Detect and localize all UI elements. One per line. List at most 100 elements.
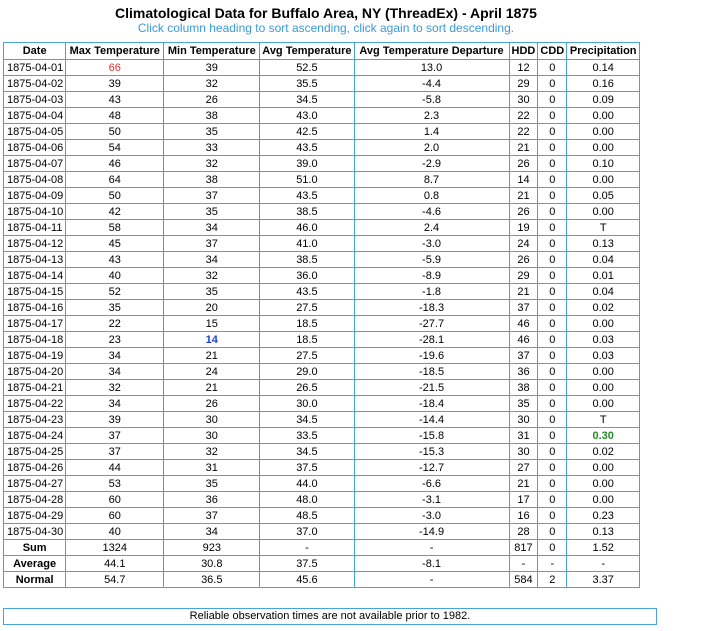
date-cell: 1875-04-11 (2, 219, 67, 236)
departure-cell: 13.0 (353, 59, 510, 76)
hdd-cell: 28 (508, 523, 539, 540)
column-header-avg-temperature-departure[interactable]: Avg Temperature Departure (353, 42, 510, 60)
max-temperature-cell: 58 (65, 219, 165, 236)
avg-temperature-cell: 37.0 (259, 523, 355, 540)
cdd-cell: 0 (537, 379, 568, 396)
departure-cell: -15.8 (353, 427, 510, 444)
min-temperature-cell: 36.5 (163, 571, 261, 588)
min-temperature-cell: 35 (163, 283, 261, 300)
avg-temperature-cell: 38.5 (259, 203, 355, 220)
min-temperature-cell: 37 (163, 507, 261, 524)
table-row: 1875-04-19 34 21 27.5 -19.6 37 0 0.03 (2, 347, 641, 364)
date-cell: 1875-04-05 (2, 123, 67, 140)
departure-cell: 1.4 (353, 123, 510, 140)
column-header-date[interactable]: Date (2, 42, 67, 60)
avg-temperature-cell: 46.0 (259, 219, 355, 236)
cdd-cell: 0 (537, 219, 568, 236)
table-row: 1875-04-28 60 36 48.0 -3.1 17 0 0.00 (2, 491, 641, 508)
cdd-cell: 0 (537, 107, 568, 124)
max-temperature-cell: 22 (65, 315, 165, 332)
table-row: 1875-04-18 23 14 18.5 -28.1 46 0 0.03 (2, 331, 641, 348)
departure-cell: -15.3 (353, 443, 510, 460)
max-temperature-cell: 37 (65, 427, 165, 444)
hdd-cell: 29 (508, 267, 539, 284)
max-temperature-cell: 48 (65, 107, 165, 124)
cdd-cell: - (537, 555, 568, 572)
max-temperature-cell: 50 (65, 123, 165, 140)
departure-cell: -18.4 (353, 395, 510, 412)
max-temperature-cell: 43 (65, 251, 165, 268)
precipitation-cell: 0.01 (566, 267, 641, 284)
departure-cell: -4.6 (353, 203, 510, 220)
precipitation-cell: T (566, 219, 641, 236)
table-row: 1875-04-04 48 38 43.0 2.3 22 0 0.00 (2, 107, 641, 124)
date-cell: 1875-04-26 (2, 459, 67, 476)
max-temperature-cell: 39 (65, 411, 165, 428)
table-row: 1875-04-11 58 34 46.0 2.4 19 0 T (2, 219, 641, 236)
table-row: 1875-04-23 39 30 34.5 -14.4 30 0 T (2, 411, 641, 428)
departure-cell: -4.4 (353, 75, 510, 92)
table-row: 1875-04-06 54 33 43.5 2.0 21 0 0.00 (2, 139, 641, 156)
date-cell: 1875-04-13 (2, 251, 67, 268)
summary-row-sum: Sum 1324 923- -817 0 1.52 (2, 539, 641, 556)
departure-cell: 2.3 (353, 107, 510, 124)
column-header-hdd[interactable]: HDD (508, 42, 539, 60)
precipitation-cell: 1.52 (566, 539, 641, 556)
max-temperature-cell: 34 (65, 363, 165, 380)
precipitation-cell: 0.13 (566, 523, 641, 540)
table-row: 1875-04-05 50 35 42.5 1.4 22 0 0.00 (2, 123, 641, 140)
cdd-cell: 0 (537, 395, 568, 412)
table-row: 1875-04-03 43 26 34.5 -5.8 30 0 0.09 (2, 91, 641, 108)
avg-temperature-cell: 29.0 (259, 363, 355, 380)
min-temperature-cell: 38 (163, 107, 261, 124)
min-temperature-cell: 30.8 (163, 555, 261, 572)
min-temperature-cell: 32 (163, 267, 261, 284)
min-temperature-cell: 35 (163, 123, 261, 140)
precipitation-cell: 0.04 (566, 251, 641, 268)
date-cell: 1875-04-06 (2, 139, 67, 156)
column-header-max-temperature[interactable]: Max Temperature (65, 42, 165, 60)
precipitation-cell: 0.23 (566, 507, 641, 524)
precipitation-cell: 0.13 (566, 235, 641, 252)
avg-temperature-cell: 45.6 (259, 571, 355, 588)
hdd-cell: 12 (508, 59, 539, 76)
date-cell: 1875-04-10 (2, 203, 67, 220)
hdd-cell: 30 (508, 91, 539, 108)
avg-temperature-cell: 42.5 (259, 123, 355, 140)
departure-cell: -18.5 (353, 363, 510, 380)
table-row: 1875-04-21 32 21 26.5 -21.5 38 0 0.00 (2, 379, 641, 396)
max-temperature-cell: 53 (65, 475, 165, 492)
hdd-cell: 19 (508, 219, 539, 236)
max-temperature-cell: 23 (65, 331, 165, 348)
avg-temperature-cell: 27.5 (259, 347, 355, 364)
sort-hint: Click column heading to sort ascending, … (137, 21, 515, 35)
summary-label: Sum (2, 539, 67, 556)
hdd-cell: 14 (508, 171, 539, 188)
departure-cell: 2.0 (353, 139, 510, 156)
avg-temperature-cell: 52.5 (259, 59, 355, 76)
avg-temperature-cell: 43.5 (259, 283, 355, 300)
date-cell: 1875-04-04 (2, 107, 67, 124)
cdd-cell: 0 (537, 507, 568, 524)
column-header-cdd[interactable]: CDD (537, 42, 568, 60)
avg-temperature-cell: 26.5 (259, 379, 355, 396)
max-temperature-cell: 54 (65, 139, 165, 156)
avg-temperature-cell: 43.0 (259, 107, 355, 124)
cdd-cell: 0 (537, 235, 568, 252)
min-temperature-cell: 32 (163, 75, 261, 92)
table-row: 1875-04-07 46 32 39.0 -2.9 26 0 0.10 (2, 155, 641, 172)
table-row: 1875-04-09 50 37 43.5 0.8 21 0 0.05 (2, 187, 641, 204)
max-temperature-cell: 37 (65, 443, 165, 460)
precipitation-cell: 0.00 (566, 107, 641, 124)
column-header-min-temperature[interactable]: Min Temperature (163, 42, 261, 60)
table-row: 1875-04-25 37 32 34.5 -15.3 30 0 0.02 (2, 443, 641, 460)
max-temperature-cell: 64 (65, 171, 165, 188)
date-cell: 1875-04-18 (2, 331, 67, 348)
column-header-avg-temperature[interactable]: Avg Temperature (259, 42, 355, 60)
date-cell: 1875-04-03 (2, 91, 67, 108)
column-header-precipitation[interactable]: Precipitation (566, 42, 641, 60)
departure-cell: -14.9 (353, 523, 510, 540)
cdd-cell: 0 (537, 91, 568, 108)
min-temperature-cell: 31 (163, 459, 261, 476)
date-cell: 1875-04-29 (2, 507, 67, 524)
